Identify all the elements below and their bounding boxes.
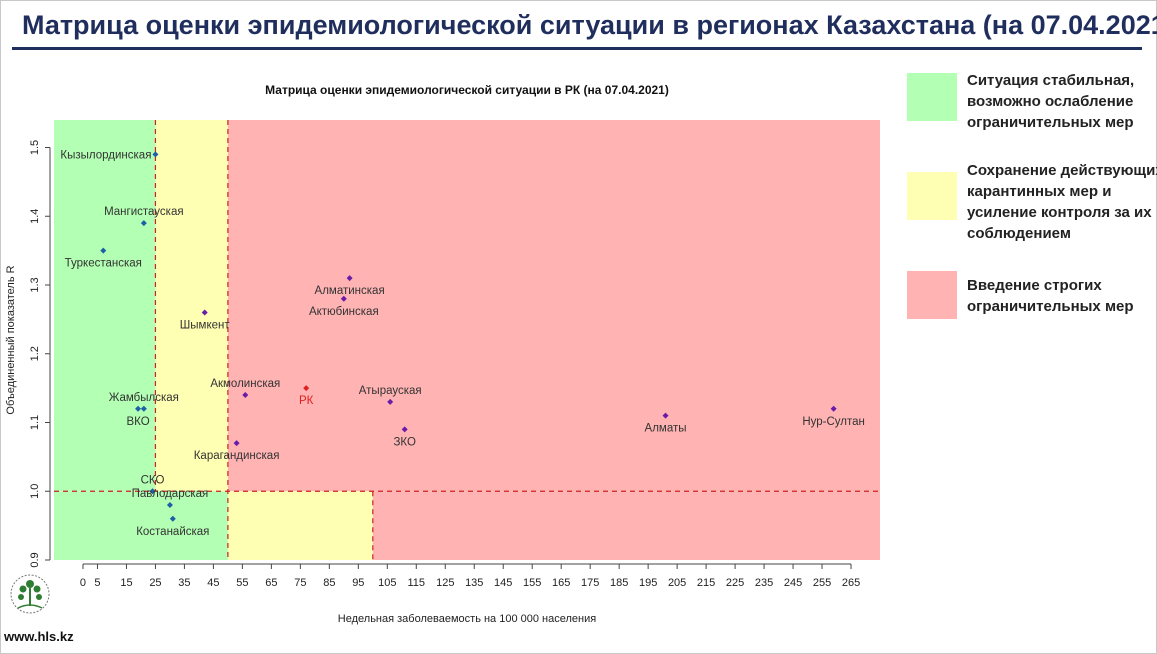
x-tick-label: 245 bbox=[784, 577, 802, 589]
x-tick-label: 75 bbox=[294, 577, 306, 589]
x-tick-label: 185 bbox=[610, 577, 628, 589]
point-label: СКО bbox=[141, 474, 165, 486]
point-label: Акмолинская bbox=[210, 378, 280, 390]
point-label: Атырауская bbox=[359, 385, 422, 397]
data-point bbox=[387, 398, 394, 405]
x-tick-label: 165 bbox=[552, 577, 570, 589]
point-label: Шымкент bbox=[180, 320, 231, 332]
zone-yellow-lower bbox=[227, 491, 373, 560]
x-tick-label: 125 bbox=[436, 577, 454, 589]
y-axis-label: Объединенный показатель R bbox=[5, 265, 17, 414]
point-label: Павлодарская bbox=[132, 488, 209, 500]
x-tick-label: 155 bbox=[523, 577, 541, 589]
zone-yellow-upper bbox=[155, 120, 228, 492]
data-point bbox=[201, 309, 208, 316]
point-label: Актюбинская bbox=[309, 306, 379, 318]
x-tick-label: 5 bbox=[94, 577, 100, 589]
y-tick-label: 1.2 bbox=[29, 346, 41, 361]
point-label: ЗКО bbox=[393, 436, 416, 448]
data-point bbox=[140, 220, 147, 227]
y-tick-label: 0.9 bbox=[29, 552, 41, 567]
title-divider bbox=[12, 47, 1142, 50]
x-tick-label: 35 bbox=[178, 577, 190, 589]
zone-red-upper bbox=[227, 120, 881, 492]
hls-logo bbox=[10, 574, 50, 614]
x-tick-label: 55 bbox=[236, 577, 248, 589]
x-tick-label: 145 bbox=[494, 577, 512, 589]
site-url[interactable]: www.hls.kz bbox=[4, 629, 74, 644]
zone-green-lower bbox=[54, 491, 228, 560]
x-tick-label: 265 bbox=[842, 577, 860, 589]
point-label: Нур-Султан bbox=[802, 416, 865, 428]
legend-swatch-green bbox=[907, 73, 957, 121]
point-label: Костанайская bbox=[136, 526, 209, 538]
y-tick-label: 1.3 bbox=[29, 277, 41, 292]
x-tick-label: 135 bbox=[465, 577, 483, 589]
data-point bbox=[830, 405, 837, 412]
x-tick-label: 255 bbox=[813, 577, 831, 589]
x-tick-label: 175 bbox=[581, 577, 599, 589]
legend-swatch-yellow bbox=[907, 172, 957, 220]
data-point bbox=[233, 440, 240, 447]
x-tick-label: 85 bbox=[323, 577, 335, 589]
x-tick-label: 215 bbox=[697, 577, 715, 589]
zone-red-lower bbox=[372, 491, 880, 560]
data-point bbox=[135, 405, 142, 412]
data-point bbox=[662, 412, 669, 419]
point-label: Алматинская bbox=[315, 285, 385, 297]
x-tick-label: 65 bbox=[265, 577, 277, 589]
data-point bbox=[100, 247, 107, 254]
point-label: Карагандинская bbox=[194, 450, 280, 462]
y-tick-label: 1.1 bbox=[29, 415, 41, 430]
data-point bbox=[242, 392, 249, 398]
point-label: Кызылординская bbox=[60, 149, 151, 161]
data-point bbox=[149, 488, 156, 495]
x-tick-label: 95 bbox=[352, 577, 364, 589]
x-tick-label: 25 bbox=[149, 577, 161, 589]
legend-swatch-red bbox=[907, 271, 957, 319]
x-tick-label: 105 bbox=[378, 577, 396, 589]
data-point bbox=[340, 295, 347, 302]
point-label: Жамбылская bbox=[109, 392, 179, 404]
point-label: РК bbox=[299, 395, 314, 407]
point-label: Алматы bbox=[645, 423, 687, 435]
data-point bbox=[166, 502, 173, 508]
data-point bbox=[401, 426, 408, 433]
x-tick-label: 195 bbox=[639, 577, 657, 589]
point-label: Мангистауская bbox=[104, 206, 184, 218]
legend-text-strict: Введение строгих ограничительных мер bbox=[967, 277, 1134, 315]
x-tick-label: 0 bbox=[80, 577, 86, 589]
x-tick-label: 15 bbox=[120, 577, 132, 589]
data-point bbox=[169, 515, 176, 522]
legend-text-maintain: Сохранение действующих карантинных мер и… bbox=[967, 162, 1157, 242]
zone-green-upper bbox=[54, 120, 156, 492]
data-point bbox=[152, 151, 159, 158]
y-tick-label: 1.0 bbox=[29, 484, 41, 499]
data-point bbox=[346, 275, 353, 282]
legend-text-stable: Ситуация стабильная, возможно ослабление… bbox=[967, 72, 1135, 131]
chart-title: Матрица оценки эпидемиологической ситуац… bbox=[265, 83, 669, 97]
data-point bbox=[303, 385, 310, 392]
scatter-chart: Матрица оценки эпидемиологической ситуац… bbox=[5, 83, 881, 625]
y-tick-label: 1.5 bbox=[29, 140, 41, 155]
y-tick-label: 1.4 bbox=[29, 209, 41, 224]
x-tick-label: 235 bbox=[755, 577, 773, 589]
x-tick-label: 115 bbox=[408, 577, 426, 589]
x-axis-label: Недельная заболеваемость на 100 000 насе… bbox=[338, 613, 596, 625]
x-tick-label: 45 bbox=[207, 577, 219, 589]
page-title: Матрица оценки эпидемиологической ситуац… bbox=[22, 10, 1157, 40]
data-point bbox=[140, 405, 147, 412]
x-tick-label: 225 bbox=[726, 577, 744, 589]
point-label: ВКО bbox=[126, 416, 149, 428]
x-tick-label: 205 bbox=[668, 577, 686, 589]
point-label: Туркестанская bbox=[65, 258, 142, 270]
